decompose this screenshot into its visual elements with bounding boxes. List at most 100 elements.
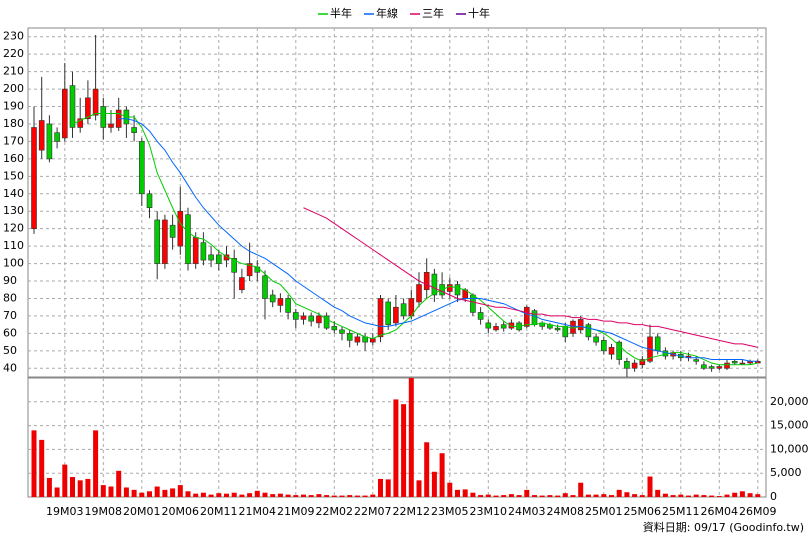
candle-body xyxy=(162,219,168,264)
candle-body xyxy=(300,315,307,320)
x-tick-label: 19M08 xyxy=(85,505,123,518)
candle-body xyxy=(200,242,207,261)
volume-bar xyxy=(239,494,245,497)
candle-body xyxy=(624,360,630,369)
y-tick-label: 180 xyxy=(3,117,24,130)
candle-body xyxy=(739,362,746,365)
candle-body xyxy=(46,123,53,160)
candle-body xyxy=(731,360,738,364)
candle-body xyxy=(339,329,345,334)
candle-body xyxy=(593,336,599,343)
volume-bar xyxy=(131,489,137,497)
volume-bar xyxy=(108,486,114,497)
volume-bar xyxy=(485,494,491,497)
candle-body xyxy=(639,359,646,366)
volume-bar xyxy=(439,453,445,497)
volume-bar xyxy=(424,442,430,497)
y-tick-label: 220 xyxy=(3,47,24,60)
candle-body xyxy=(177,210,184,247)
volume-bar xyxy=(539,495,545,497)
volume-bar xyxy=(393,399,399,497)
candle-body xyxy=(416,284,422,303)
candle-body xyxy=(108,123,114,128)
y-tick-label: 70 xyxy=(3,309,17,322)
x-tick-label: 21M09 xyxy=(277,505,315,518)
x-tick-label: 19M03 xyxy=(46,505,84,518)
volume-bar xyxy=(732,492,738,497)
volume-bar xyxy=(147,491,152,497)
volume-bar xyxy=(216,493,222,497)
price-frame xyxy=(27,27,767,378)
x-tick-label: 26M09 xyxy=(739,505,777,518)
candle-body xyxy=(577,319,584,331)
candle-body xyxy=(154,219,160,264)
x-tick-label: 24M08 xyxy=(547,505,585,518)
x-tick-label: 20M06 xyxy=(162,505,200,518)
candle-body xyxy=(693,359,700,362)
y-tick-label: 200 xyxy=(3,82,24,95)
y-tick-label: 130 xyxy=(3,204,24,217)
volume-bar xyxy=(93,430,99,497)
candle-body xyxy=(192,237,199,264)
candle-body xyxy=(316,315,322,324)
y-tick-label: 40 xyxy=(3,361,17,374)
y-tick-label: 170 xyxy=(3,134,24,147)
volume-bar xyxy=(285,494,291,497)
x-tick-label: 20M11 xyxy=(200,505,238,518)
volume-bar xyxy=(701,495,707,497)
volume-bar xyxy=(609,495,614,497)
volume-bar xyxy=(139,492,145,497)
volume-bar xyxy=(678,494,684,497)
candle-body xyxy=(400,303,407,317)
volume-bar xyxy=(431,471,437,497)
ma-line xyxy=(118,118,758,362)
candle-body xyxy=(493,326,499,331)
candle-body xyxy=(608,347,615,355)
candle-body xyxy=(724,362,730,369)
volume-bar xyxy=(639,495,645,497)
volume-bar xyxy=(662,493,668,497)
volume-bar xyxy=(162,489,168,497)
volume-bar xyxy=(254,490,260,497)
x-tick-label: 26M04 xyxy=(701,505,739,518)
candle-body xyxy=(85,97,91,120)
candle-body xyxy=(500,324,507,329)
candle-body xyxy=(369,338,376,343)
x-tick-label: 25M01 xyxy=(585,505,623,518)
volume-bar xyxy=(200,492,206,497)
volume-bar xyxy=(632,494,638,497)
candle-body xyxy=(285,298,291,313)
candle-body xyxy=(600,340,607,352)
candle-body xyxy=(701,364,707,369)
volume-bar xyxy=(324,495,330,497)
volume-bar xyxy=(85,478,91,497)
volume-bar xyxy=(493,495,499,497)
candle-body xyxy=(331,326,338,331)
volume-bar xyxy=(277,493,283,497)
volume-bar xyxy=(316,494,322,497)
volume-bar xyxy=(532,495,537,497)
volume-bar xyxy=(470,492,476,497)
legend-label: 半年 xyxy=(330,6,352,20)
x-tick-label: 23M10 xyxy=(470,505,508,518)
x-tick-label: 22M07 xyxy=(354,505,392,518)
volume-bar xyxy=(616,489,622,497)
volume-bar xyxy=(154,486,160,497)
volume-bar xyxy=(501,495,507,497)
volume-bar xyxy=(709,495,715,497)
candle-body xyxy=(239,277,245,291)
candle-body xyxy=(446,284,453,292)
candle-body xyxy=(292,312,299,320)
x-tick-label: 25M06 xyxy=(624,505,662,518)
volume-bar xyxy=(593,494,599,497)
volume-bar xyxy=(524,489,530,497)
candle-body xyxy=(323,315,330,329)
volume-bar xyxy=(270,494,276,497)
candle-body xyxy=(231,258,237,273)
legend-label: 十年 xyxy=(468,6,490,20)
candle-body xyxy=(470,294,476,313)
candle-body xyxy=(54,132,60,142)
volume-tick-label: 0 xyxy=(770,490,777,503)
candle-body xyxy=(431,273,438,296)
